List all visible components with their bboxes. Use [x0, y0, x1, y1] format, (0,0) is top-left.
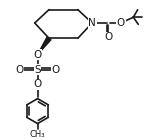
Text: O: O [52, 65, 60, 75]
Text: N: N [88, 18, 96, 28]
Polygon shape [38, 37, 51, 55]
Text: S: S [34, 65, 41, 75]
Text: O: O [33, 50, 42, 60]
Text: O: O [33, 79, 42, 89]
Text: CH₃: CH₃ [30, 130, 45, 139]
Text: O: O [104, 32, 113, 42]
Text: O: O [117, 18, 125, 28]
Text: O: O [15, 65, 24, 75]
